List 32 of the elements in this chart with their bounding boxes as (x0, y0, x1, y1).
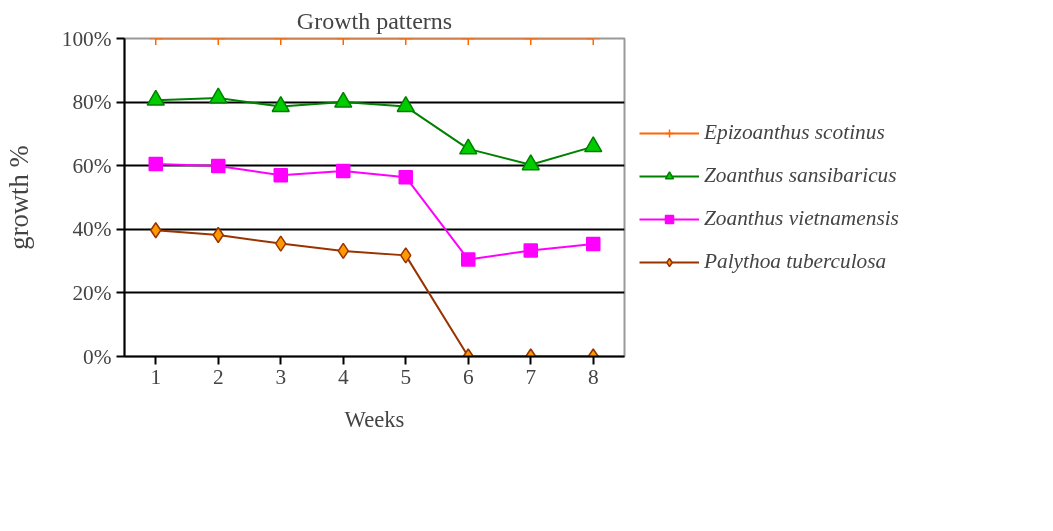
y-axis-title: growth % (3, 145, 34, 250)
point (523, 243, 538, 258)
point (148, 156, 163, 172)
y-tick-label: 80% (72, 90, 112, 115)
x-tick-label: 6 (462, 364, 474, 389)
x-axis-title: Weeks (344, 406, 405, 432)
legend-label: Zoanthus sansibaricus (704, 163, 897, 188)
x-tick-label: 1 (150, 364, 162, 389)
point (275, 235, 287, 252)
legend-label: Epizoanthus scotinus (704, 120, 885, 145)
point (273, 167, 288, 183)
x-tick-label: 2 (212, 364, 224, 389)
x-tick-label: 3 (275, 364, 287, 389)
x-tick-label: 4 (337, 364, 349, 389)
legend-label: Palythoa tuberculosa (704, 249, 887, 274)
point (586, 236, 601, 252)
y-tick-label: 100% (61, 26, 112, 51)
x-tick-label: 7 (525, 364, 537, 389)
point (150, 222, 162, 239)
legend-label: Zoanthus vietnamensis (704, 206, 899, 231)
point (400, 247, 412, 264)
y-tick-label: 40% (72, 217, 112, 242)
x-tick-label: 8 (587, 364, 599, 389)
y-tick-label: 60% (72, 153, 112, 178)
point (461, 252, 476, 267)
y-tick-label: 20% (72, 280, 112, 305)
point (398, 169, 413, 185)
chart-title: Growth patterns (296, 7, 453, 34)
point (336, 163, 351, 179)
point (211, 158, 226, 174)
x-tick-label: 5 (400, 364, 412, 389)
y-tick-label: 0% (83, 344, 112, 369)
